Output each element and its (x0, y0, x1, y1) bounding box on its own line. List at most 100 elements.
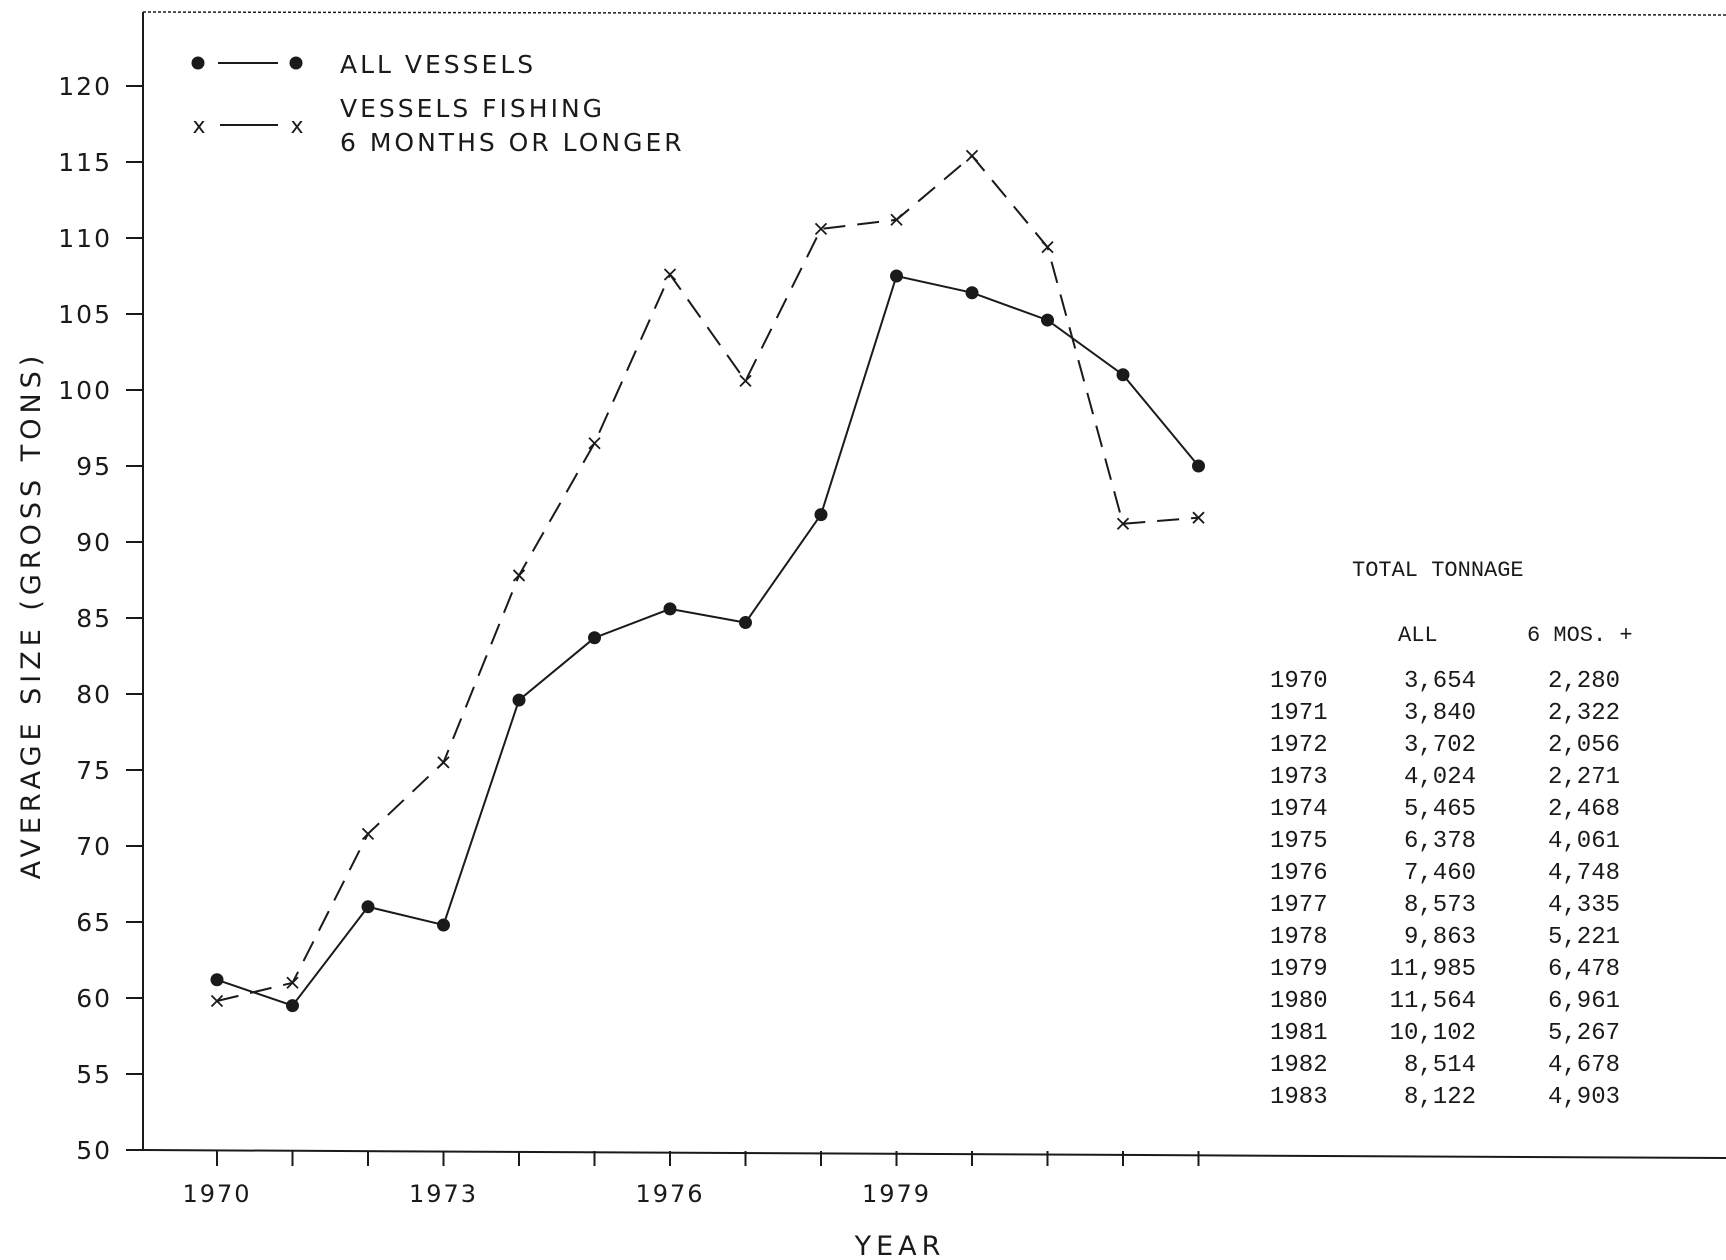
legend-x-marker: x (192, 114, 205, 139)
table-all-cell: 8,573 (1404, 892, 1476, 919)
table-row: 1981 10,102 5,267 (1270, 1020, 1620, 1047)
table-6-mos-cell: 4,061 (1548, 828, 1620, 855)
table-year-cell: 1975 (1270, 828, 1328, 855)
data-point-dot (890, 269, 903, 283)
data-point-x (437, 756, 450, 769)
table-row: 1980 11,564 6,961 (1270, 988, 1620, 1015)
table-all-cell: 3,840 (1404, 700, 1476, 727)
data-point-dot (965, 286, 979, 300)
y-axis-title: AVERAGE SIZE (GROSS TONS) (16, 351, 47, 880)
legend-label-vessels-line-1: VESSELS FISHING (340, 94, 605, 123)
table-6-mos-cell: 2,280 (1548, 668, 1620, 695)
data-point-x (739, 374, 752, 388)
data-point-x (814, 222, 828, 236)
table-all-cell: 8,514 (1404, 1052, 1476, 1079)
table-year-cell: 1978 (1270, 924, 1328, 951)
table-all-cell: 7,460 (1404, 860, 1476, 887)
data-point-dot (286, 999, 299, 1013)
table-all-cell: 11,564 (1390, 988, 1476, 1015)
x-axis-ticks: 1970 1973 1976 1979 (182, 1151, 1200, 1208)
y-tick-label: 55 (76, 1060, 112, 1089)
table-6-mos-cell: 6,478 (1548, 956, 1620, 983)
series-line-vessels-6-months (216, 154, 1199, 1002)
y-tick-label: 85 (76, 604, 112, 633)
table-year-cell: 1983 (1270, 1084, 1328, 1111)
table-6-mos-cell: 4,678 (1548, 1052, 1620, 1079)
y-tick-label: 95 (76, 452, 112, 481)
table-row: 1978 9,863 5,221 (1270, 924, 1620, 951)
table-all-cell: 10,102 (1390, 1020, 1476, 1047)
table-year-cell: 1980 (1270, 988, 1328, 1015)
top-border-line (142, 11, 1726, 16)
table-6-mos-cell: 2,322 (1548, 700, 1620, 727)
table-all-cell: 3,702 (1404, 732, 1476, 759)
table-row: 1976 7,460 4,748 (1270, 860, 1620, 887)
series-layer (210, 149, 1205, 1013)
legend-dot-marker (191, 56, 205, 70)
data-point-x (1192, 511, 1205, 524)
series-vessels-6-months (210, 149, 1205, 1008)
table-all-cell: 9,863 (1404, 924, 1476, 951)
table-title: TOTAL TONNAGE (1352, 558, 1524, 583)
table-6-mos-cell: 6,961 (1548, 988, 1620, 1015)
y-tick-label: 120 (58, 72, 112, 101)
table-6-mos-cell: 2,056 (1548, 732, 1620, 759)
table-6-mos-cell: 4,335 (1548, 892, 1620, 919)
table-year-cell: 1981 (1270, 1020, 1328, 1047)
data-point-dot (663, 602, 677, 616)
y-tick-label: 105 (58, 300, 112, 329)
data-point-dot (512, 693, 526, 707)
x-tick-label: 1979 (862, 1180, 931, 1208)
y-axis-ticks: 50 55 60 65 70 75 80 85 90 95 100 105 110 115 120 (58, 72, 143, 1165)
table-all-cell: 3,654 (1404, 668, 1476, 695)
table-row: 1973 4,024 2,271 (1270, 764, 1620, 791)
table-year-cell: 1976 (1270, 860, 1328, 887)
y-tick-label: 70 (76, 832, 112, 861)
table-header-6-mos: 6 MOS. + (1527, 623, 1633, 648)
table-6-mos-cell: 4,903 (1548, 1084, 1620, 1111)
table-6-mos-cell: 4,748 (1548, 860, 1620, 887)
data-point-dot (437, 918, 450, 932)
y-tick-label: 115 (58, 148, 112, 177)
table-year-cell: 1972 (1270, 732, 1328, 759)
x-tick-label: 1976 (635, 1180, 704, 1208)
legend-label-all-vessels: ALL VESSELS (340, 50, 536, 79)
table-6-mos-cell: 2,468 (1548, 796, 1620, 823)
data-point-dot (210, 973, 224, 987)
data-point-dot (1041, 313, 1054, 327)
table-year-cell: 1982 (1270, 1052, 1328, 1079)
data-point-x (1041, 240, 1054, 254)
table-row: 1971 3,840 2,322 (1270, 700, 1620, 727)
y-tick-label: 50 (76, 1136, 112, 1165)
table-6-mos-cell: 2,271 (1548, 764, 1620, 791)
table-all-cell: 4,024 (1404, 764, 1476, 791)
x-tick-label: 1973 (409, 1180, 478, 1208)
legend: ALL VESSELS x x VESSELS FISHING 6 MONTHS… (191, 50, 685, 157)
table-6-mos-cell: 5,221 (1548, 924, 1620, 951)
table-row: 1979 11,985 6,478 (1270, 956, 1620, 983)
table-year-cell: 1977 (1270, 892, 1328, 919)
y-tick-label: 100 (58, 376, 112, 405)
table-all-cell: 11,985 (1390, 956, 1476, 983)
data-point-x (361, 827, 375, 840)
legend-item-all-vessels: ALL VESSELS (191, 50, 536, 79)
data-point-dot (1192, 459, 1205, 473)
table-row: 1974 5,465 2,468 (1270, 796, 1620, 823)
y-tick-label: 90 (76, 528, 112, 557)
table-row: 1972 3,702 2,056 (1270, 732, 1620, 759)
table-all-cell: 6,378 (1404, 828, 1476, 855)
data-point-dot (361, 900, 375, 914)
data-point-dot (588, 631, 601, 645)
data-point-dot (814, 508, 828, 522)
data-point-x (890, 213, 903, 226)
y-tick-label: 65 (76, 908, 112, 937)
data-point-dot (739, 616, 752, 630)
table-all-cell: 5,465 (1404, 796, 1476, 823)
legend-label-vessels-line-2: 6 MONTHS OR LONGER (340, 128, 685, 157)
table-year-cell: 1974 (1270, 796, 1328, 823)
y-tick-label: 110 (58, 224, 112, 253)
table-row: 1975 6,378 4,061 (1270, 828, 1620, 855)
table-year-cell: 1971 (1270, 700, 1328, 727)
table-all-cell: 8,122 (1404, 1084, 1476, 1111)
